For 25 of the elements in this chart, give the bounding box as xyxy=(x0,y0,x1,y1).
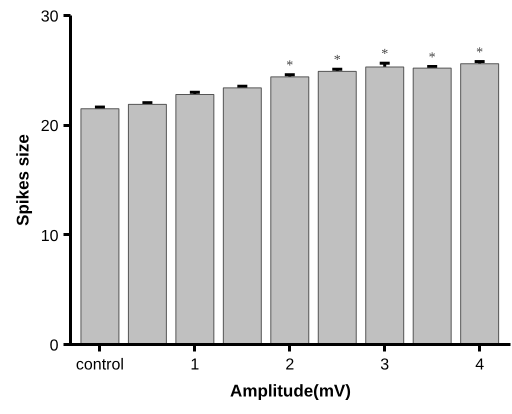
bar xyxy=(365,66,404,344)
bar xyxy=(175,94,214,344)
x-tick-label: 4 xyxy=(475,356,484,374)
y-axis-title: Spikes size xyxy=(14,134,33,226)
data-label: * xyxy=(381,47,388,62)
bar xyxy=(222,87,262,344)
y-tick-label: 20 xyxy=(40,118,59,136)
bar xyxy=(270,76,310,344)
data-label: * xyxy=(286,58,294,74)
data-label: * xyxy=(428,50,436,66)
y-tick-label: 30 xyxy=(40,8,59,26)
bar xyxy=(412,68,452,344)
bar xyxy=(128,104,167,344)
bar xyxy=(80,108,120,344)
x-tick-label: 3 xyxy=(380,356,390,374)
data-label: * xyxy=(334,53,341,68)
x-axis-title: Amplitude(mV) xyxy=(230,382,351,400)
y-tick-label: 0 xyxy=(50,338,59,354)
bar xyxy=(318,70,357,344)
bar xyxy=(460,63,500,344)
x-tick-label: 1 xyxy=(190,356,200,374)
data-label: * xyxy=(476,46,484,61)
x-tick-label: control xyxy=(76,356,124,374)
x-tick-label: 2 xyxy=(285,356,294,374)
y-tick-label: 10 xyxy=(40,228,59,245)
